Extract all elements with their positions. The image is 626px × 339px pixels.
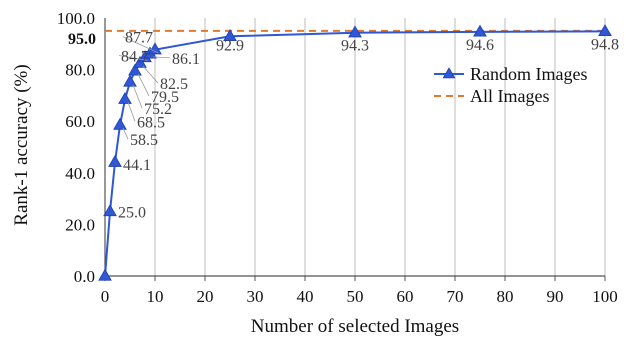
data-label: 87.7	[125, 30, 153, 47]
data-label-leader	[137, 73, 150, 97]
random-images-point	[118, 91, 132, 104]
x-tick-label: 90	[547, 287, 564, 306]
random-images-point	[113, 117, 127, 130]
x-tick-label: 0	[101, 287, 110, 306]
data-label-leader	[122, 127, 129, 140]
data-label: 84.7	[121, 48, 149, 65]
random-images-point	[348, 25, 362, 38]
random-images-point	[98, 268, 112, 281]
data-label: 25.0	[118, 205, 146, 222]
x-tick-label: 40	[297, 287, 314, 306]
data-label-leader	[142, 65, 159, 84]
data-points	[98, 24, 612, 281]
data-label: 68.5	[137, 114, 165, 131]
x-tick-label: 70	[447, 287, 464, 306]
random-images-point	[108, 154, 122, 167]
x-tick-label: 10	[147, 287, 164, 306]
x-tick-label: 100	[592, 287, 618, 306]
y-axis-title: Rank-1 accuracy (%)	[11, 64, 32, 225]
x-tick-label: 50	[347, 287, 364, 306]
data-label: 94.3	[341, 38, 369, 55]
data-label: 79.5	[151, 89, 179, 106]
x-tick-label: 30	[247, 287, 264, 306]
data-label: 58.5	[130, 132, 158, 149]
y-tick-label: 60.0	[65, 112, 95, 131]
data-label: 92.9	[216, 37, 244, 54]
random-images-point	[103, 204, 117, 217]
legend-marker-random-images	[442, 67, 456, 79]
grid-lines	[154, 18, 606, 276]
random-images-point	[598, 24, 612, 37]
random-images-point	[128, 63, 142, 76]
data-label: 94.6	[466, 37, 494, 54]
y-tick-label: 0.0	[74, 267, 95, 286]
y-tick-label: 80.0	[65, 61, 95, 80]
x-axis-title: Number of selected Images	[251, 316, 459, 337]
axes	[104, 18, 606, 281]
random-images-point	[148, 42, 162, 55]
x-tick-label: 60	[397, 287, 414, 306]
random-images-point	[223, 29, 237, 41]
data-label-leader	[122, 36, 159, 54]
x-tick-label: 80	[497, 287, 514, 306]
data-label-leader	[127, 102, 136, 122]
data-label: 44.1	[123, 157, 151, 174]
y-tick-label: 20.0	[65, 215, 95, 234]
data-label: 82.5	[160, 76, 188, 93]
y-tick-label: 40.0	[65, 164, 95, 183]
data-label-leader	[152, 56, 171, 59]
data-labels: 25.0 44.1 58.568.575.279.582.5 84.7 86.1 87.7…	[118, 30, 619, 222]
random-images-point	[473, 24, 487, 37]
data-label-leader	[132, 84, 143, 109]
legend-label-random-images: Random Images	[470, 64, 587, 84]
data-label: 86.1	[172, 51, 200, 68]
data-label: 75.2	[144, 101, 172, 118]
tick-labels: 0 10 20 30 40 50 60 70 80 90 100 0.0 20.0 40.0 60.0 80.…	[57, 9, 618, 306]
legend-label-all-images: All Images	[470, 86, 549, 106]
data-label-leader	[118, 55, 149, 61]
data-label: 94.8	[591, 36, 619, 53]
y-tick-label: 100.0	[57, 9, 95, 28]
all-images-label: 95.0	[68, 31, 96, 48]
x-tick-label: 20	[197, 287, 214, 306]
random-images-point	[123, 74, 137, 87]
reference-series: 95.0	[68, 29, 605, 48]
